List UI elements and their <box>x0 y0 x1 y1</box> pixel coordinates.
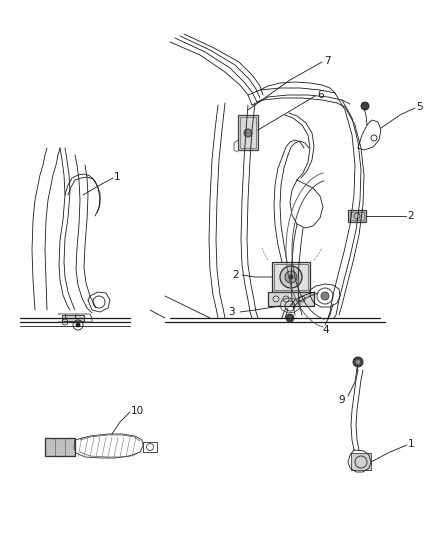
Bar <box>350 212 364 220</box>
Text: 3: 3 <box>228 307 235 317</box>
Circle shape <box>76 323 80 327</box>
Bar <box>272 262 310 292</box>
Bar <box>351 453 371 470</box>
Bar <box>274 264 308 290</box>
Text: 10: 10 <box>131 406 144 416</box>
Circle shape <box>285 271 297 283</box>
Circle shape <box>353 357 363 367</box>
Text: 2: 2 <box>232 270 239 280</box>
Bar <box>143 442 157 452</box>
Bar <box>62 315 84 321</box>
Text: 7: 7 <box>324 56 331 66</box>
Bar <box>240 117 256 148</box>
Text: 5: 5 <box>416 102 423 112</box>
Circle shape <box>289 275 293 279</box>
Text: 9: 9 <box>338 395 345 405</box>
Text: 1: 1 <box>408 439 415 449</box>
Bar <box>268 292 314 306</box>
Bar <box>238 115 258 150</box>
Bar <box>45 438 75 456</box>
Circle shape <box>321 292 329 300</box>
Circle shape <box>244 129 252 137</box>
Circle shape <box>356 359 360 365</box>
Circle shape <box>361 102 369 110</box>
Bar <box>348 210 366 222</box>
Circle shape <box>280 266 302 288</box>
Text: 2: 2 <box>407 211 413 221</box>
Circle shape <box>286 314 294 322</box>
Text: 4: 4 <box>322 325 328 335</box>
Text: 6: 6 <box>317 90 324 100</box>
Circle shape <box>288 316 292 320</box>
Text: 1: 1 <box>114 172 120 182</box>
